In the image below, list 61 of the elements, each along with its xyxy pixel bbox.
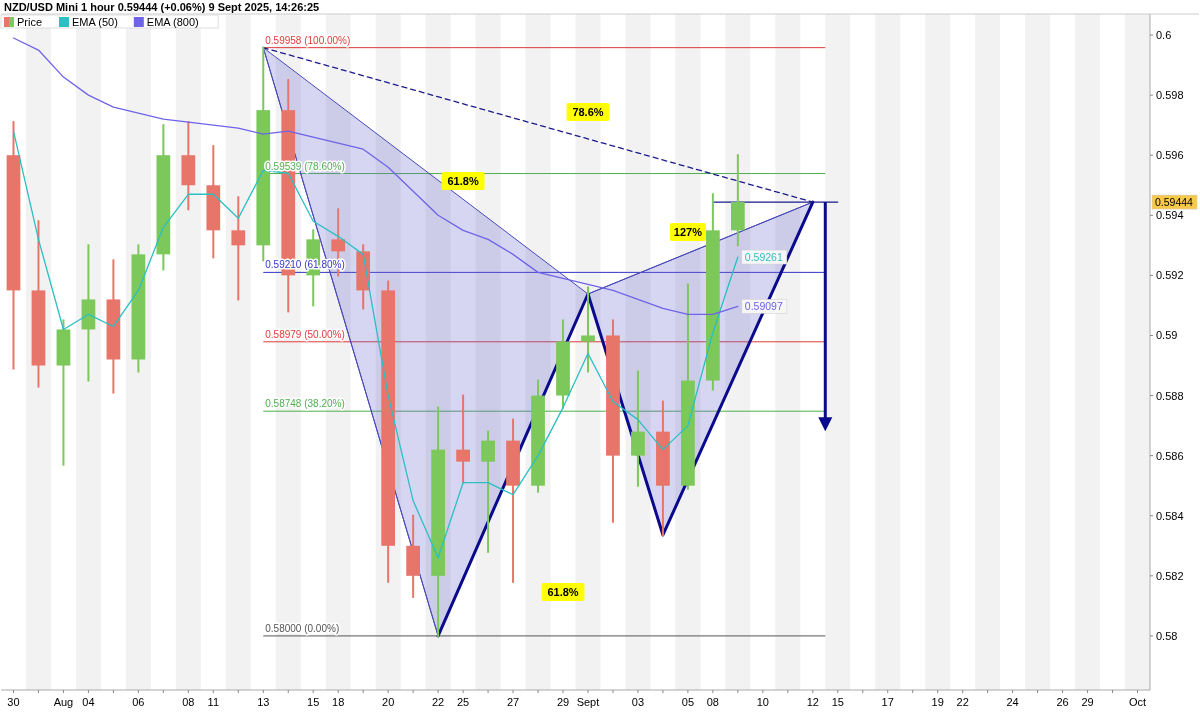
x-tick-label: 10: [756, 696, 769, 708]
x-tick-label: 12: [806, 696, 819, 708]
x-tick-label: 04: [82, 696, 95, 708]
x-tick-label: 19: [931, 696, 944, 708]
x-tick-label: Aug: [53, 696, 74, 708]
candlestick: [231, 196, 246, 301]
y-tick-label: 0.584: [1156, 509, 1184, 522]
y-tick-label: 0.596: [1156, 149, 1184, 162]
legend-label: EMA (50): [72, 16, 118, 28]
x-tick-label: 30: [7, 696, 20, 708]
annotation: 61.8%: [447, 175, 479, 188]
x-tick-label: 18: [332, 696, 345, 708]
x-tick-label: 17: [881, 696, 894, 708]
y-tick-label: 0.582: [1156, 569, 1184, 582]
legend-label: EMA (800): [146, 16, 199, 28]
y-tick-label: 0.6: [1156, 29, 1172, 42]
x-tick-label: Oct: [1128, 696, 1147, 708]
x-tick-label: 08: [706, 696, 720, 708]
annotation: 78.6%: [572, 105, 604, 118]
x-tick-label: 05: [681, 696, 695, 708]
x-tick-label: 27: [506, 696, 520, 708]
x-tick-label: 22: [956, 696, 969, 708]
ref-line-label: 0.58000 (0.00%): [265, 622, 340, 634]
y-tick-label: 0.59: [1156, 329, 1178, 342]
candlestick: [481, 430, 495, 553]
ref-line-label: 0.59539 (78.60%): [265, 160, 345, 172]
y-tick-label: 0.594: [1156, 209, 1184, 222]
annotation: 127%: [673, 226, 703, 239]
ref-line-label: 0.58748 (38.20%): [265, 398, 345, 410]
line-series: [12, 130, 739, 559]
x-tick-label: 20: [382, 696, 395, 708]
x-tick-label: 06: [132, 696, 145, 708]
x-tick-label: 13: [257, 696, 270, 708]
x-tick-label: 22: [431, 696, 445, 708]
x-tick-label: 15: [307, 696, 320, 708]
x-tick-label: 15: [831, 696, 844, 708]
candlestick: [581, 286, 595, 373]
x-tick-label: 03: [631, 696, 645, 708]
ref-line-label: 0.59958 (100.00%): [265, 34, 351, 46]
candlestick: [456, 394, 470, 484]
x-tick-label: 26: [1056, 696, 1069, 708]
x-tick-label: 08: [182, 696, 195, 708]
ref-line-label: 0.58979 (50.00%): [265, 328, 345, 340]
x-tick-label: 11: [207, 696, 220, 708]
y-tick-label: 0.588: [1156, 389, 1184, 402]
x-tick-label: Sept: [576, 696, 600, 708]
x-tick-label: 29: [1081, 696, 1094, 708]
x-tick-label: 29: [556, 696, 570, 708]
y-tick-label: 0.598: [1156, 89, 1184, 102]
legend-label: Price: [17, 16, 43, 28]
line-series: [12, 37, 739, 316]
chart-title: NZD/USD Mini 1 hour 0.59444 (+0.06%) 9 Sept 2025, 14:26:25: [4, 1, 320, 13]
y-tick-label: 0.586: [1156, 449, 1184, 462]
y-tick-label: 0.592: [1156, 269, 1184, 282]
data-label: 0.59261: [744, 251, 783, 264]
y-tick-label: 0.58: [1156, 629, 1178, 642]
data-label: 0.59097: [744, 300, 783, 313]
x-tick-label: 24: [1006, 696, 1019, 708]
text: 0.59444: [1155, 196, 1193, 209]
annotation: 61.8%: [547, 586, 579, 599]
x-tick-label: 25: [456, 696, 470, 708]
